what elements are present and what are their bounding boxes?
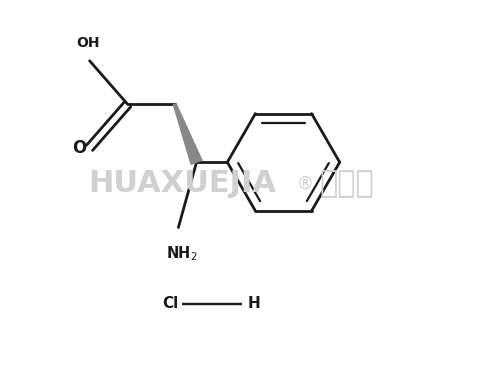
Text: OH: OH (76, 36, 99, 50)
Text: O: O (72, 139, 86, 157)
Text: NH$_2$: NH$_2$ (166, 244, 198, 262)
Text: H: H (247, 296, 260, 311)
Text: 化学加: 化学加 (320, 170, 374, 198)
Text: Cl: Cl (162, 296, 179, 311)
Polygon shape (173, 104, 202, 164)
Text: ®: ® (296, 175, 313, 193)
Text: HUAXUEJIA: HUAXUEJIA (88, 170, 276, 198)
